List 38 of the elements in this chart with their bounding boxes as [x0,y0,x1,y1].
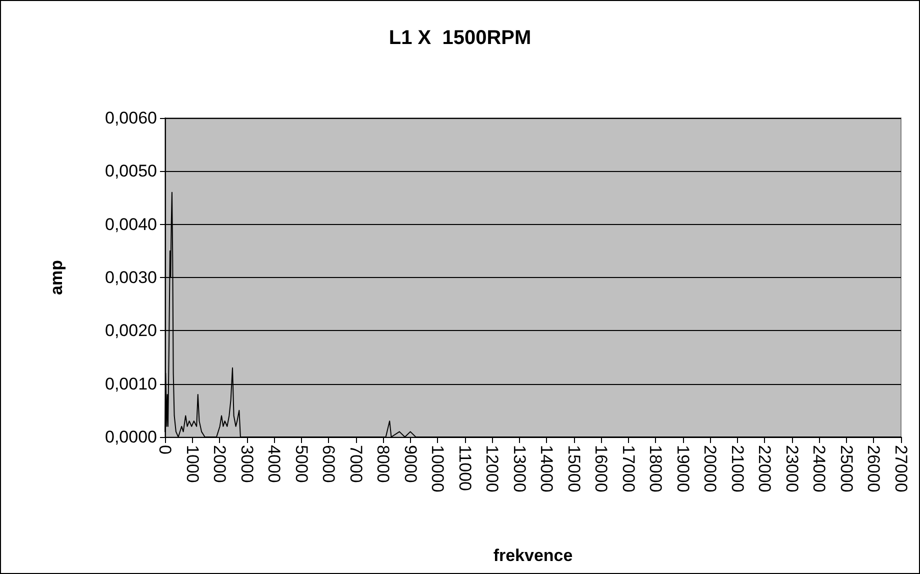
x-tick-label: 12000 [482,445,502,492]
x-tick-label: 16000 [592,445,611,492]
x-axis-title: frekvence [493,546,573,565]
x-tick-label: 15000 [564,445,584,492]
y-tick-label: 0,0020 [105,321,157,340]
x-tick-label: 20000 [700,445,720,492]
y-tick-label: 0,0060 [105,108,157,128]
x-tick-label: 6000 [319,445,338,483]
x-tick-label: 21000 [728,445,747,492]
y-tick-label: 0,0000 [105,428,157,446]
x-tick-label: 23000 [782,445,802,492]
x-tick-label: 1000 [182,445,202,483]
x-tick-label: 5000 [292,445,311,483]
y-tick-label: 0,0050 [105,162,157,181]
x-tick-label: 17000 [618,445,638,492]
x-tick-label: 7000 [346,445,366,483]
chart-title: L1 X 1500RPM [388,27,532,49]
x-tick-label: 0 [156,445,174,454]
x-tick-label: 19000 [673,445,692,492]
x-tick-label: 4000 [264,445,284,483]
y-tick-label: 0,0030 [105,268,157,287]
x-tick-label: 22000 [755,445,774,492]
y-axis-title: amp [47,260,66,295]
x-tick-label: 9000 [400,445,420,483]
x-tick-label: 27000 [892,445,910,492]
x-tick-label: 13000 [510,445,529,492]
x-tick-label: 10000 [428,445,448,492]
y-tick-label: 0,0040 [105,214,157,234]
x-tick-label: 2000 [210,445,230,483]
x-tick-label: 18000 [646,445,666,492]
x-tick-label: 3000 [237,445,256,483]
x-tick-label: 8000 [374,445,393,483]
x-tick-label: 14000 [537,445,556,492]
x-tick-label: 25000 [836,445,856,492]
x-tick-label: 26000 [864,445,884,492]
x-tick-label: 11000 [455,445,474,492]
x-tick-label: 24000 [810,445,829,492]
y-tick-label: 0,0010 [105,374,157,394]
